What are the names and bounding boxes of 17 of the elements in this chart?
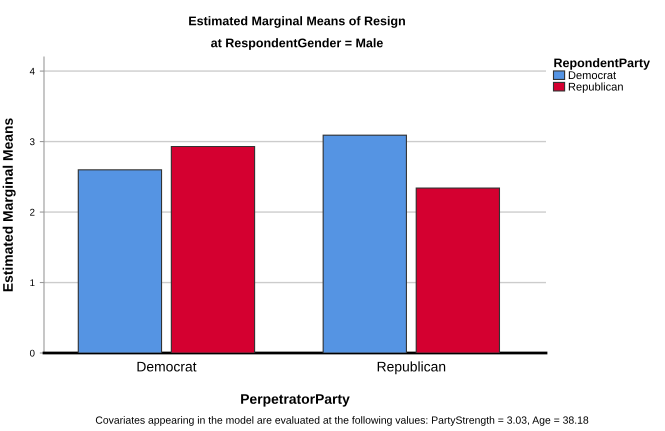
chart-subtitle: at RespondentGender = Male: [211, 38, 383, 50]
y-tick-label: 1: [30, 279, 34, 286]
y-tick-label: 4: [30, 68, 35, 75]
legend-title: RepondentParty: [554, 58, 650, 70]
text: Covariates appearing in the model are evaluated at the following values: PartyStrength = 3.03, Age = 38.18: [96, 416, 588, 426]
chart-title: Estimated Marginal Means of Resign: [189, 16, 405, 28]
bar: [416, 188, 500, 353]
x-axis-title: PerpetratorParty: [241, 394, 350, 407]
y-axis-title: Estimated Marginal Means: [2, 118, 16, 292]
bar: [78, 169, 162, 353]
y-tick-label: 3: [30, 138, 35, 146]
legend-label: Republican: [568, 82, 623, 93]
legend-label: Democrat: [568, 71, 616, 80]
bar: [322, 134, 407, 353]
y-tick-label: 2: [30, 208, 34, 216]
bar: [170, 146, 256, 353]
y-tick-label: 0: [30, 350, 35, 357]
